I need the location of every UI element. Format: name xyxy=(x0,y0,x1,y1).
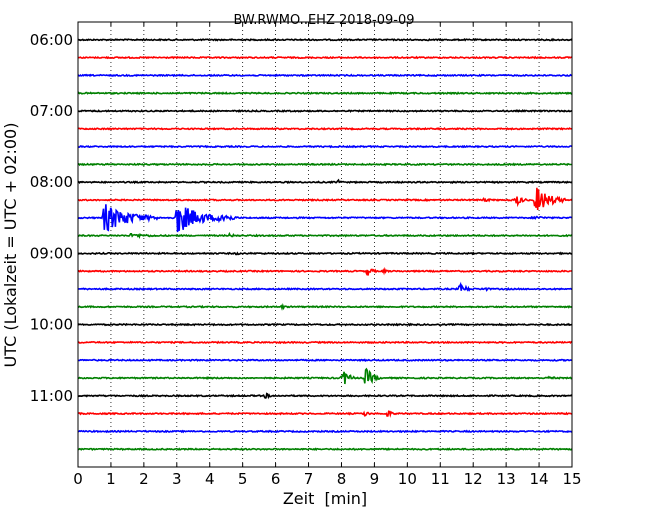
trace-1100 xyxy=(77,392,573,400)
trace-0830 xyxy=(77,204,573,233)
trace-0845 xyxy=(77,231,573,239)
y-axis-label: UTC (Lokalzeit = UTC + 02:00) xyxy=(1,123,20,368)
trace-1130 xyxy=(77,429,573,434)
trace-1030 xyxy=(77,358,573,363)
trace-0700 xyxy=(77,109,573,113)
x-tick-label-9: 9 xyxy=(370,470,380,488)
x-tick-label-1: 1 xyxy=(106,470,116,488)
x-tick-label-3: 3 xyxy=(172,470,182,488)
x-tick-label-8: 8 xyxy=(337,470,347,488)
trace-0645 xyxy=(77,91,573,96)
traces-layer xyxy=(77,37,573,452)
x-tick-label-12: 12 xyxy=(464,470,483,488)
x-tick-label-11: 11 xyxy=(431,470,450,488)
y-tick-label-0600: 06:00 xyxy=(30,31,73,49)
trace-1000 xyxy=(77,322,573,327)
trace-0745 xyxy=(77,162,572,167)
plot-frame xyxy=(77,21,573,468)
trace-0715 xyxy=(77,126,573,131)
grid-layer xyxy=(110,22,540,467)
x-axis-label: Zeit [min] xyxy=(283,489,367,508)
trace-0730 xyxy=(77,144,573,149)
x-tick-label-5: 5 xyxy=(238,470,248,488)
x-tick-label-4: 4 xyxy=(205,470,215,488)
trace-0630 xyxy=(77,73,573,78)
trace-1015 xyxy=(77,340,573,345)
trace-0815 xyxy=(77,187,573,211)
trace-0615 xyxy=(77,55,573,60)
x-tick-label-14: 14 xyxy=(530,470,549,488)
chart-title: BW.RWMO..EHZ 2018-09-09 xyxy=(233,13,414,28)
trace-1115 xyxy=(77,410,573,418)
trace-0800 xyxy=(77,178,573,185)
x-tick-label-7: 7 xyxy=(304,470,314,488)
trace-0915 xyxy=(77,266,573,276)
y-tick-label-0900: 09:00 xyxy=(30,244,73,262)
trace-0945 xyxy=(77,302,573,311)
trace-0600 xyxy=(77,37,573,42)
trace-1145 xyxy=(77,447,573,452)
x-tick-label-0: 0 xyxy=(73,470,83,488)
y-tick-label-0800: 08:00 xyxy=(30,173,73,191)
x-tick-label-13: 13 xyxy=(497,470,516,488)
x-tick-label-15: 15 xyxy=(562,470,581,488)
y-tick-label-1000: 10:00 xyxy=(30,316,73,334)
x-tick-label-10: 10 xyxy=(398,470,417,488)
y-tick-label-0700: 07:00 xyxy=(30,102,73,120)
x-axis: 0 1 2 3 4 5 6 7 8 9 10 11 12 13 14 15 xyxy=(73,22,582,488)
x-tick-label-2: 2 xyxy=(139,470,149,488)
trace-0900 xyxy=(77,251,572,256)
trace-1045 xyxy=(77,367,573,385)
y-axis: 06:00 07:00 08:00 09:00 10:00 11:00 xyxy=(30,31,572,405)
trace-0930 xyxy=(78,281,573,292)
y-tick-label-1100: 11:00 xyxy=(30,387,73,405)
x-tick-label-6: 6 xyxy=(271,470,281,488)
